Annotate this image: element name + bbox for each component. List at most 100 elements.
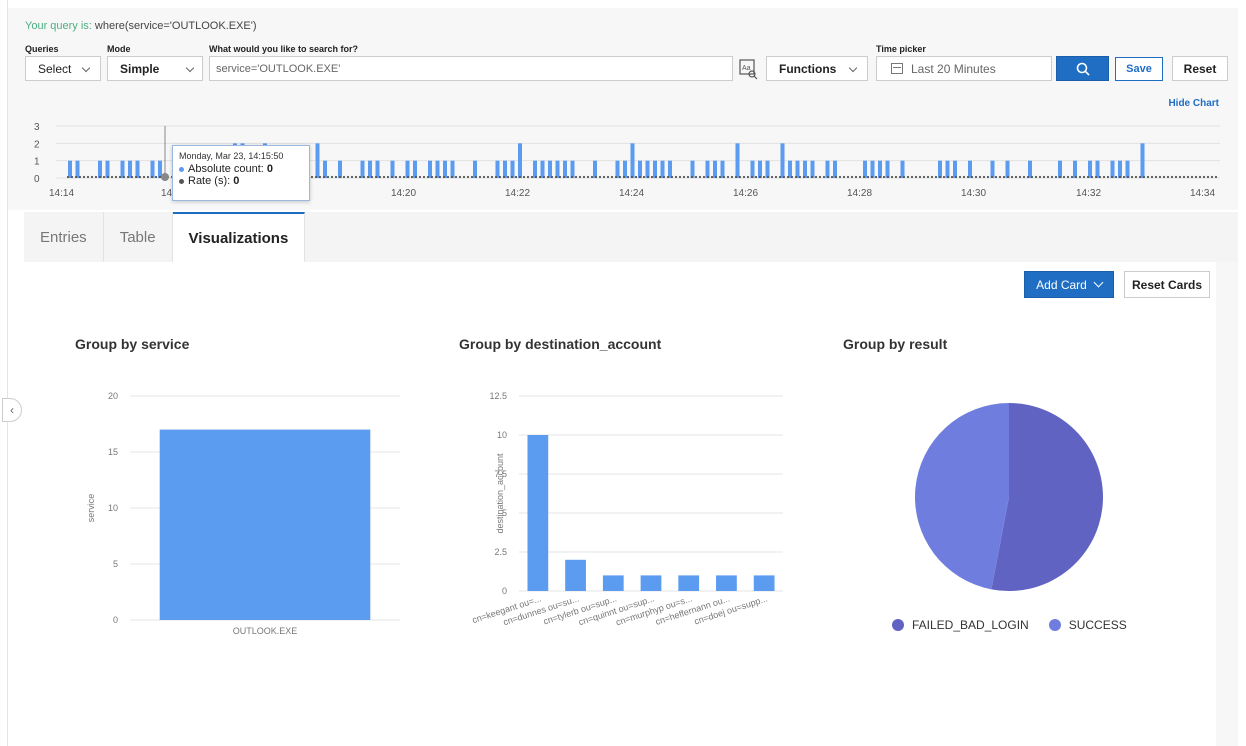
timeline-rate-point <box>998 175 1002 179</box>
legend-item[interactable]: FAILED_BAD_LOGIN <box>892 618 1029 632</box>
timeline-rate-point <box>706 175 710 179</box>
timeline-rate-point <box>154 175 158 179</box>
chevron-down-icon <box>1093 277 1104 288</box>
timeline-rate-point <box>954 175 958 179</box>
timeline-rate-point <box>334 175 338 179</box>
timeline-rate-point <box>530 175 534 179</box>
bar[interactable] <box>565 559 586 591</box>
timepicker-input[interactable]: Last 20 Minutes <box>876 56 1052 81</box>
timeline-rate-point <box>662 175 666 179</box>
timeline-rate-point <box>1038 175 1042 179</box>
timeline-rate-point <box>470 175 474 179</box>
add-card-button[interactable]: Add Card <box>1024 271 1114 298</box>
match-case-icon[interactable]: Aa <box>737 58 759 80</box>
mode-select[interactable]: Simple <box>107 56 203 81</box>
timeline-rate-point <box>398 175 402 179</box>
card-title-destination: Group by destination_account <box>459 336 662 352</box>
timeline-bar <box>593 160 597 178</box>
hide-chart-link[interactable]: Hide Chart <box>1168 98 1219 109</box>
y-tick-label: 5 <box>113 559 118 569</box>
left-edge <box>0 0 8 746</box>
timeline-rate-point <box>502 175 506 179</box>
timeline-bar <box>645 160 650 178</box>
bar[interactable] <box>716 575 737 591</box>
timeline-rate-point <box>810 175 814 179</box>
scrollbar-track[interactable] <box>1216 262 1238 746</box>
timeline-rate-point <box>1050 175 1054 179</box>
chevron-down-icon <box>848 64 858 74</box>
timeline-rate-point <box>874 175 878 179</box>
timeline-bar <box>1095 160 1100 178</box>
timeline-rate-point <box>382 175 386 179</box>
timeline-bar <box>360 160 365 178</box>
pie-slice[interactable] <box>991 403 1103 591</box>
timeline-rate-point <box>498 175 502 179</box>
reset-cards-button[interactable]: Reset Cards <box>1124 271 1210 298</box>
timeline-rate-point <box>142 175 146 179</box>
timeline-rate-point <box>578 175 582 179</box>
timeline-bar <box>128 160 132 178</box>
tooltip-date: Monday, Mar 23, 14:15:50 <box>179 151 284 161</box>
bar[interactable] <box>640 575 662 591</box>
search-label: What would you like to search for? <box>209 44 359 54</box>
reset-button[interactable]: Reset <box>1172 56 1228 81</box>
timeline-rate-point <box>674 175 678 179</box>
tab-visualizations[interactable]: Visualizations <box>172 212 306 262</box>
timeline-bar <box>938 160 942 178</box>
timeline-rate-point <box>494 175 498 179</box>
timeline-rate-point <box>158 175 162 179</box>
timeline-bar <box>720 160 725 178</box>
timeline-rate-point <box>586 175 590 179</box>
save-button[interactable]: Save <box>1115 57 1163 81</box>
timeline-rate-point <box>1046 175 1050 179</box>
legend-dot-icon <box>892 619 904 631</box>
timeline-bar <box>953 160 957 178</box>
timeline-rate-point <box>102 175 106 179</box>
timeline-x-tick: 14:20 <box>391 188 416 199</box>
legend-item[interactable]: SUCCESS <box>1048 618 1127 632</box>
bar[interactable] <box>753 575 775 591</box>
timeline-rate-point <box>118 175 122 179</box>
bar[interactable] <box>678 575 700 591</box>
timeline-rate-point <box>818 175 822 179</box>
search-button[interactable] <box>1056 56 1109 81</box>
timeline-rate-point <box>678 175 682 179</box>
tab-table[interactable]: Table <box>103 212 173 262</box>
timeline-rate-point <box>314 175 318 179</box>
timeline-rate-point <box>786 175 790 179</box>
search-input[interactable] <box>210 62 732 75</box>
timeline-rate-point <box>970 175 974 179</box>
timeline-rate-point <box>814 175 818 179</box>
timeline-rate-point <box>134 175 138 179</box>
timeline-rate-point <box>714 175 718 179</box>
tab-entries[interactable]: Entries <box>24 212 104 262</box>
timeline-bar <box>450 160 455 178</box>
bar[interactable] <box>159 429 371 620</box>
pie-legend: FAILED_BAD_LOGIN SUCCESS <box>892 618 1147 632</box>
timeline-bar <box>443 160 447 178</box>
bar[interactable] <box>527 435 549 591</box>
timeline-rate-point <box>482 175 486 179</box>
timeline-x-tick: 14 <box>161 188 173 199</box>
timeline-rate-point <box>338 175 342 179</box>
timeline-rate-point <box>718 175 722 179</box>
timeline-bar <box>570 160 575 178</box>
timeline-bar <box>495 160 500 178</box>
timeline-rate-point <box>538 175 542 179</box>
timeline-rate-point <box>514 175 518 179</box>
collapse-sidebar-button[interactable]: ‹ <box>2 398 22 422</box>
timeline-rate-point <box>758 175 762 179</box>
timeline-rate-point <box>1126 175 1130 179</box>
functions-select[interactable]: Functions <box>766 56 868 81</box>
pie-slice[interactable] <box>915 403 1009 590</box>
timeline-rate-point <box>734 175 738 179</box>
timeline-bar <box>810 160 815 178</box>
timeline-bar <box>68 160 72 178</box>
timeline-rate-point <box>322 175 326 179</box>
timeline-y-tick: 0 <box>34 174 40 185</box>
timeline-rate-point <box>914 175 918 179</box>
card-title-service: Group by service <box>75 336 190 352</box>
queries-select[interactable]: Select <box>25 56 101 81</box>
search-box[interactable] <box>209 56 733 81</box>
bar[interactable] <box>602 575 624 591</box>
